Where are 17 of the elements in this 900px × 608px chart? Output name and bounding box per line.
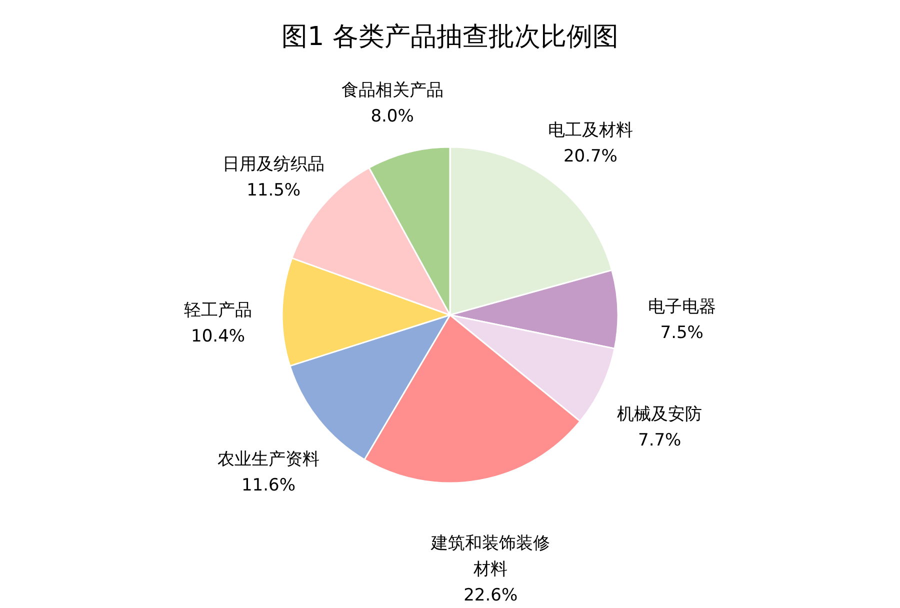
data-label: 8.0% [370,106,414,126]
slice-label: 电子电器 [648,296,716,317]
data-label: 7.7% [638,430,682,450]
slice-label: 农业生产资料 [217,449,320,470]
slice-label: 日用及纺织品 [222,154,325,174]
data-label: 7.5% [660,322,704,343]
slice-label: 电工及材料 [548,120,633,140]
data-label: 20.7% [563,146,618,166]
slice-label: 轻工产品 [184,300,252,321]
slice-label: 建筑和装饰装修材料 [430,533,550,580]
data-label: 10.4% [191,326,246,347]
chart-title: 图1 各类产品抽查批次比例图 [282,22,618,52]
slice-label: 机械及安防 [617,404,702,424]
slice-label: 食品相关产品 [341,80,444,100]
data-label: 11.5% [246,180,301,200]
data-label: 22.6% [464,585,518,606]
data-label: 11.6% [241,475,296,496]
